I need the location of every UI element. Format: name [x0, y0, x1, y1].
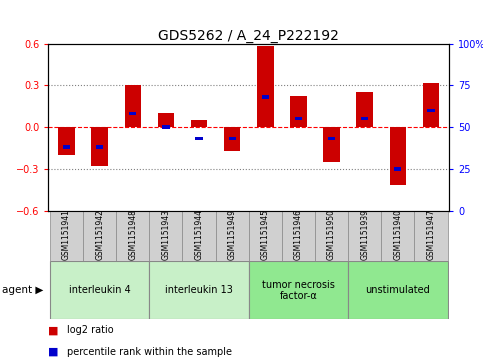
Text: unstimulated: unstimulated [366, 285, 430, 295]
Bar [224, 127, 241, 151]
Text: GSM1151950: GSM1151950 [327, 209, 336, 260]
Text: GSM1151944: GSM1151944 [195, 209, 203, 260]
Bar [427, 109, 435, 112]
Bar [50, 261, 149, 319]
Bar [116, 211, 149, 261]
Bar [394, 167, 401, 171]
Bar [348, 261, 448, 319]
Bar [414, 211, 448, 261]
Bar [249, 261, 348, 319]
Text: GSM1151943: GSM1151943 [161, 209, 170, 260]
Bar [196, 137, 203, 140]
Text: log2 ratio: log2 ratio [67, 325, 114, 335]
Bar [228, 137, 236, 140]
Bar [149, 261, 249, 319]
Bar [361, 117, 369, 121]
Text: GSM1151945: GSM1151945 [261, 209, 270, 260]
Text: percentile rank within the sample: percentile rank within the sample [67, 347, 232, 357]
Bar [191, 120, 207, 127]
Text: GSM1151949: GSM1151949 [227, 209, 237, 260]
Bar [96, 145, 103, 149]
Bar [91, 127, 108, 166]
Text: ■: ■ [48, 347, 59, 357]
Text: GSM1151939: GSM1151939 [360, 209, 369, 260]
Bar [290, 97, 307, 127]
Text: interleukin 13: interleukin 13 [165, 285, 233, 295]
Bar [315, 211, 348, 261]
Text: tumor necrosis
factor-α: tumor necrosis factor-α [262, 280, 335, 301]
Bar [129, 112, 136, 115]
Title: GDS5262 / A_24_P222192: GDS5262 / A_24_P222192 [158, 29, 339, 42]
Bar [423, 82, 439, 127]
Text: GSM1151948: GSM1151948 [128, 209, 137, 260]
Bar [83, 211, 116, 261]
Bar [348, 211, 381, 261]
Text: GSM1151942: GSM1151942 [95, 209, 104, 260]
Bar [262, 95, 269, 99]
Bar [162, 125, 170, 129]
Bar [215, 211, 249, 261]
Bar [249, 211, 282, 261]
Bar [157, 113, 174, 127]
Bar [183, 211, 215, 261]
Bar [381, 211, 414, 261]
Bar [356, 92, 373, 127]
Bar [50, 211, 83, 261]
Text: ■: ■ [48, 325, 59, 335]
Text: interleukin 4: interleukin 4 [69, 285, 130, 295]
Bar [125, 85, 141, 127]
Text: GSM1151946: GSM1151946 [294, 209, 303, 260]
Text: GSM1151947: GSM1151947 [426, 209, 436, 260]
Bar [390, 127, 406, 185]
Text: GSM1151940: GSM1151940 [393, 209, 402, 260]
Bar [323, 127, 340, 162]
Bar [58, 127, 75, 155]
Bar [295, 117, 302, 121]
Text: agent ▶: agent ▶ [2, 285, 44, 295]
Bar [149, 211, 183, 261]
Bar [282, 211, 315, 261]
Bar [257, 46, 273, 127]
Bar [63, 145, 70, 149]
Text: GSM1151941: GSM1151941 [62, 209, 71, 260]
Bar [328, 137, 335, 140]
